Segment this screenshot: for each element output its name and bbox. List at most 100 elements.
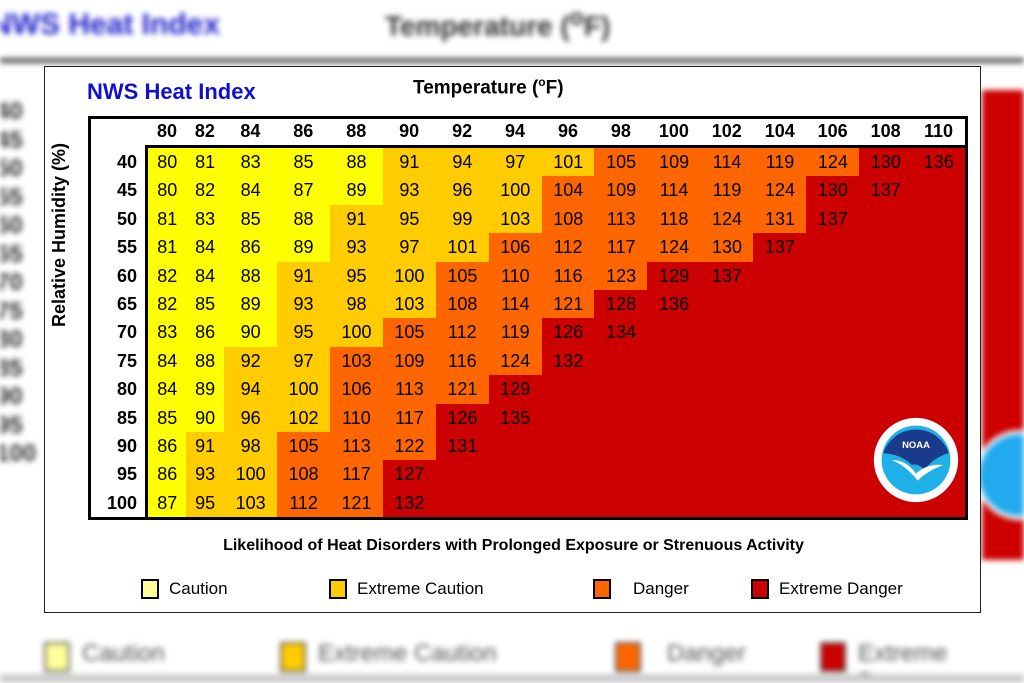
heat-index-cell: 81 (148, 204, 187, 234)
heat-index-cell: 104 (541, 176, 595, 205)
heat-index-cell: 84 (185, 233, 225, 262)
heat-index-cell: 103 (488, 204, 542, 234)
heat-index-cell: 105 (276, 432, 331, 461)
heat-index-cell (700, 460, 754, 489)
heat-index-cell: 90 (185, 403, 225, 432)
column-header: 86 (293, 121, 314, 141)
heat-index-cell: 119 (753, 148, 807, 177)
heat-index-cell: 96 (223, 403, 278, 432)
heat-index-cell (912, 318, 966, 347)
column-header: 84 (240, 121, 261, 141)
heat-index-cell: 118 (647, 204, 701, 234)
heat-index-cell: 84 (223, 176, 278, 205)
heat-index-cell: 92 (223, 346, 278, 376)
heat-index-cell: 112 (541, 233, 595, 262)
heat-index-cell: 123 (594, 261, 648, 290)
heat-index-cell: 117 (594, 233, 648, 262)
heat-index-cell: 95 (185, 488, 225, 518)
column-header: 108 (870, 121, 901, 141)
column-header: 92 (452, 121, 473, 141)
heat-index-cell (594, 488, 648, 518)
heat-index-cell (753, 460, 807, 489)
heat-index-cell (541, 460, 595, 489)
legend-swatch-icon (593, 579, 611, 599)
heat-index-cell: 100 (276, 375, 331, 404)
heat-index-cell (700, 432, 754, 461)
row-header: 90 (116, 436, 137, 456)
heat-index-cell: 91 (276, 261, 331, 290)
heat-index-cell: 109 (594, 176, 648, 205)
heat-index-cell (700, 318, 754, 347)
heat-index-cell (753, 346, 807, 376)
heat-index-cell: 126 (541, 318, 595, 347)
heat-index-cell: 137 (753, 233, 807, 262)
heat-index-cell (594, 432, 648, 461)
heat-index-cell: 124 (647, 233, 701, 262)
heat-index-cell: 130 (859, 148, 913, 177)
heat-index-cell (594, 375, 648, 404)
heat-index-cell: 112 (435, 318, 490, 347)
heat-index-cell: 114 (488, 290, 542, 319)
heat-index-table: 80 82 84 86 88 90 92 94 96 98 100 102 104 106 108 110 4… (88, 116, 968, 520)
heat-index-cell (806, 488, 860, 518)
heat-index-cell: 97 (382, 233, 437, 262)
legend-label: Danger (633, 579, 689, 598)
heat-index-cell (806, 346, 860, 376)
heat-index-cell (859, 261, 913, 290)
heat-index-cell: 109 (647, 148, 701, 177)
legend-item: Extreme Caution (329, 579, 484, 599)
bg-temperature-label: Temperature (oF) (385, 4, 611, 42)
heat-index-cell (700, 290, 754, 319)
heat-index-cell: 97 (488, 148, 542, 177)
heat-index-cell: 83 (223, 148, 278, 177)
heat-index-cell: 114 (647, 176, 701, 205)
chart-subtitle: Likelihood of Heat Disorders with Prolon… (223, 537, 804, 554)
heat-index-cell (912, 261, 966, 290)
heat-index-cell (912, 176, 966, 205)
heat-index-cell (700, 375, 754, 404)
row-header: 60 (116, 265, 137, 286)
heat-index-cell: 91 (185, 432, 225, 461)
noaa-logo-icon: NOAA (873, 417, 959, 503)
row-header: 75 (116, 350, 137, 371)
heat-index-cell (700, 346, 754, 376)
svg-text:NOAA: NOAA (902, 440, 930, 451)
heat-index-cell: 124 (806, 148, 860, 177)
row-header: 85 (116, 407, 137, 428)
heat-index-cell: 97 (276, 346, 331, 376)
row-header: 100 (106, 492, 137, 513)
heat-index-cell: 130 (700, 233, 754, 262)
bg-bottom-bar (0, 674, 1024, 683)
heat-index-cell: 116 (541, 261, 595, 290)
heat-index-cell: 93 (382, 176, 437, 205)
legend-label: Extreme Caution (357, 579, 484, 598)
legend-item: Danger (593, 579, 689, 599)
heat-index-cell (912, 233, 966, 262)
heat-index-cell: 127 (382, 460, 437, 489)
heat-index-cell: 124 (488, 346, 542, 376)
heat-index-cell: 85 (223, 204, 278, 234)
heat-index-cell: 136 (912, 148, 966, 177)
heat-index-cell: 130 (806, 176, 860, 205)
heat-index-cell: 126 (435, 403, 490, 432)
heat-index-cell: 122 (382, 432, 437, 461)
heat-index-cell: 105 (382, 318, 437, 347)
heat-index-cell: 112 (276, 488, 331, 518)
legend-item: Caution (141, 579, 228, 599)
heat-index-cell: 137 (859, 176, 913, 205)
heat-index-cell: 87 (276, 176, 331, 205)
heat-index-cell: 86 (148, 460, 187, 489)
heat-index-cell: 128 (594, 290, 648, 319)
chart-title: NWS Heat Index (87, 79, 256, 104)
heat-index-cell: 88 (185, 346, 225, 376)
heat-index-cell (859, 233, 913, 262)
heat-index-cell: 86 (148, 432, 187, 461)
heat-index-cell: 81 (185, 148, 225, 177)
row-header: 95 (116, 464, 137, 485)
bg-title: NWS Heat Index (0, 8, 221, 41)
heat-index-cell: 98 (223, 432, 278, 461)
humidity-axis-label: Relative Humidity (%) (49, 142, 69, 327)
heat-index-cell: 84 (148, 375, 187, 404)
heat-index-cell (594, 460, 648, 489)
